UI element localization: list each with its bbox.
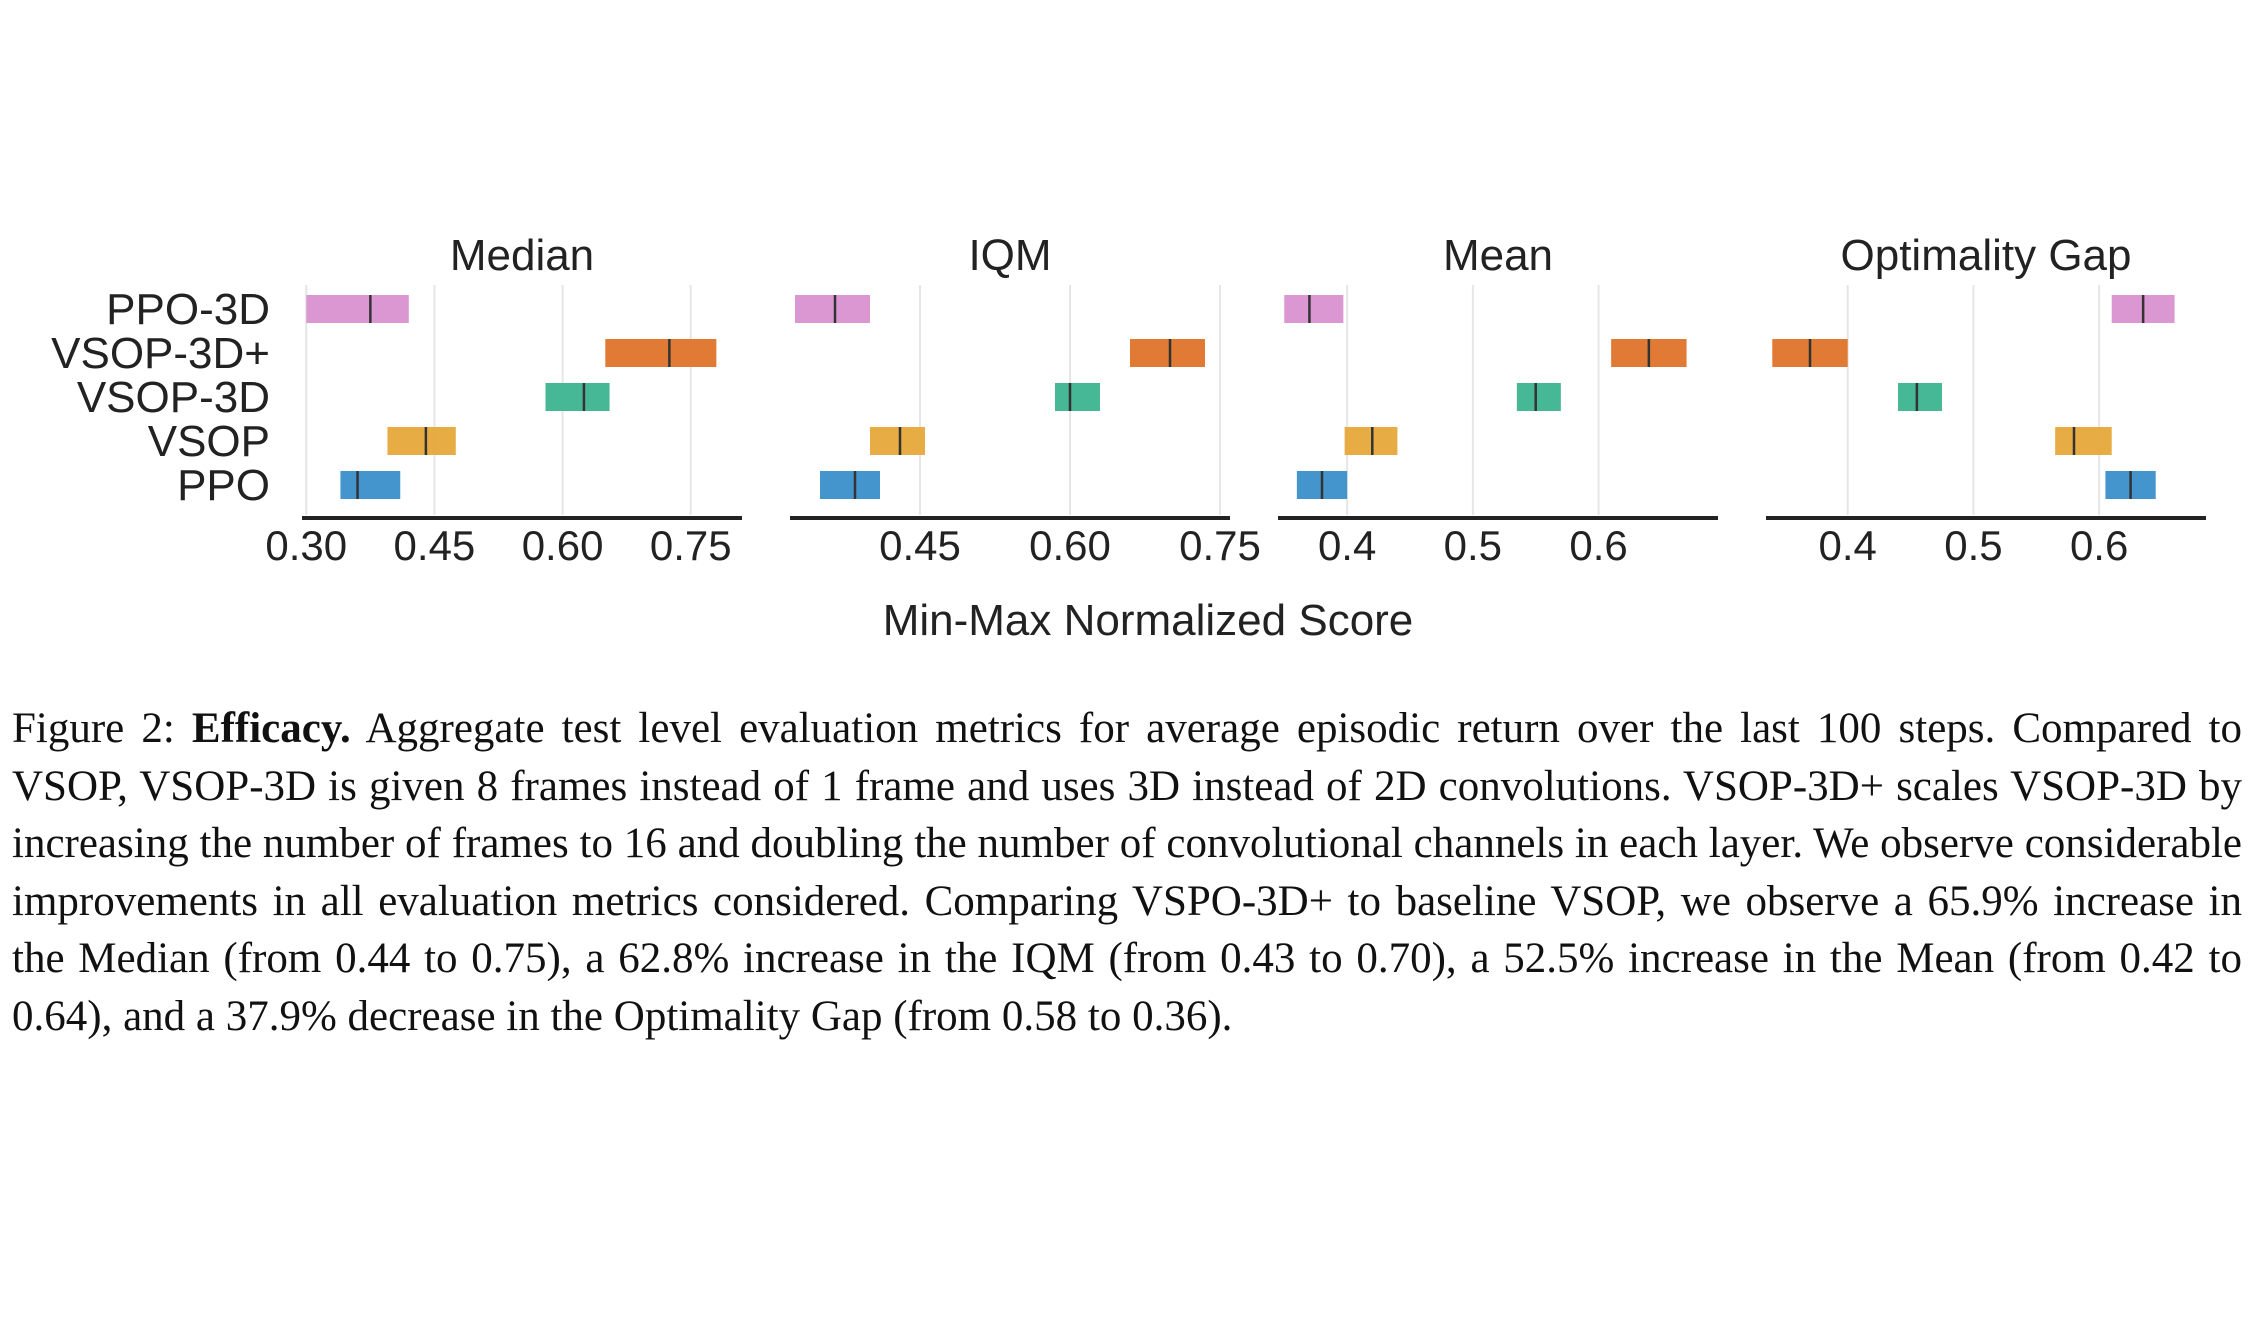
category-label-vsop-3d: VSOP-3D [77,373,270,422]
caption-label: Figure 2: [12,705,175,752]
tick-label: 0.75 [650,522,732,569]
panel-optimality-gap: Optimality Gap 0.4 0.5 0.6 [1766,231,2206,569]
category-label-ppo-3d: PPO-3D [106,285,270,334]
caption-bold-title: Efficacy. [191,705,351,752]
panel-title-median: Median [450,231,594,280]
category-label-vsop: VSOP [148,417,270,466]
interval-bar-median-vsop-3d [545,383,610,411]
interval-bar-median-ppo-3d [306,295,409,323]
tick-label: 0.4 [1318,522,1376,569]
interval-bar-iqm-vsop [870,427,925,455]
tick-label: 0.6 [1569,522,1627,569]
category-label-vsop-3d-: VSOP-3D+ [51,329,270,378]
interval-bar-iqm-vsop-3d [1055,383,1100,411]
interval-bar-iqm-ppo [820,471,880,499]
category-label-ppo: PPO [177,461,270,510]
tick-label: 0.4 [1819,522,1877,569]
panel-title-mean: Mean [1443,231,1553,280]
tick-label: 0.60 [522,522,604,569]
interval-bar-median-vsop [387,427,456,455]
panel-median: Median 0.30 0.45 0.60 0.75 [265,231,742,569]
figure-caption: Figure 2: Efficacy. Aggregate test level… [12,700,2242,1045]
interval-bar-mean-vsop [1344,427,1398,455]
interval-bar-mean-vsop-3d [1516,383,1561,411]
tick-label: 0.5 [1944,522,2002,569]
interval-bar-optimality-gap-vsop-3d [1898,383,1942,411]
interval-bar-iqm-ppo-3d [795,295,870,323]
tick-label: 0.6 [2070,522,2128,569]
tick-label: 0.5 [1444,522,1502,569]
tick-label: 0.75 [1179,522,1261,569]
x-axis-label: Min-Max Normalized Score [883,596,1414,645]
panel-mean: Mean 0.4 0.5 0.6 [1278,231,1718,569]
tick-label: 0.30 [265,522,347,569]
interval-bar-iqm-vsop-3d- [1130,339,1205,367]
interval-bar-median-vsop-3d- [605,339,717,367]
interval-bar-mean-ppo-3d [1284,295,1344,323]
tick-label: 0.60 [1029,522,1111,569]
interval-bar-median-ppo [340,471,401,499]
panel-title-iqm: IQM [968,231,1051,280]
tick-label: 0.45 [394,522,476,569]
metric-panels: Median 0.30 0.45 0.60 0.75 IQM 0.45 0.60 0.75 Mea… [265,231,2206,569]
interval-bar-optimality-gap-vsop [2055,427,2112,455]
panel-title-optimality-gap: Optimality Gap [1841,231,2132,280]
tick-label: 0.45 [879,522,961,569]
caption-text: Aggregate test level evaluation metrics … [12,705,2243,1040]
panel-iqm: IQM 0.45 0.60 0.75 [790,231,1261,569]
